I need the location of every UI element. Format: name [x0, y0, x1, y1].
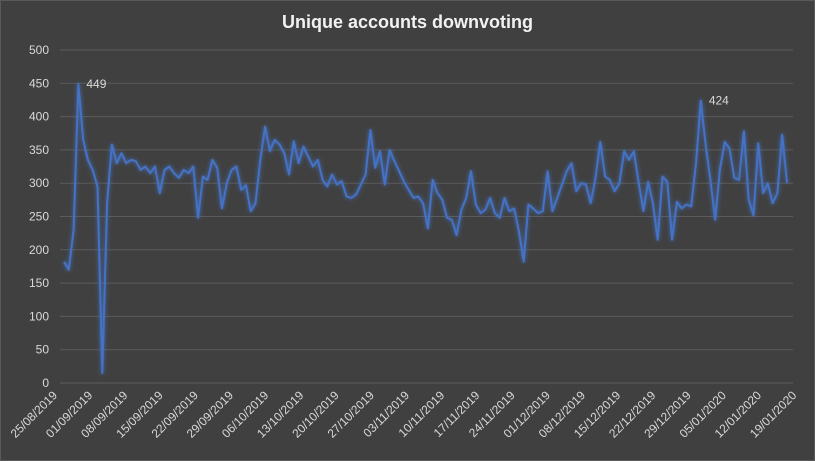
- gridlines: [60, 49, 793, 384]
- data-labels: 449 424: [86, 77, 729, 108]
- y-tick-label: 0: [42, 376, 49, 390]
- y-tick-label: 150: [29, 276, 49, 290]
- y-tick-label: 500: [29, 43, 49, 57]
- data-label: 424: [709, 94, 729, 108]
- series-layer: [63, 83, 788, 374]
- y-tick-label: 300: [29, 176, 49, 190]
- chart-title: Unique accounts downvoting: [282, 12, 533, 32]
- y-tick-label: 350: [29, 143, 49, 157]
- y-tick-label: 250: [29, 210, 49, 224]
- y-tick-label: 200: [29, 243, 49, 257]
- series-line-0: [63, 83, 788, 374]
- y-tick-label: 100: [29, 309, 49, 323]
- y-axis-ticks: 0 50 100 150 200 250 300 350 400 450 500: [29, 43, 49, 390]
- y-tick-label: 400: [29, 110, 49, 124]
- y-tick-label: 450: [29, 76, 49, 90]
- y-tick-label: 50: [36, 343, 50, 357]
- x-axis-ticks: 25/08/201901/09/201908/09/201915/09/2019…: [8, 388, 800, 441]
- data-label: 449: [86, 77, 106, 91]
